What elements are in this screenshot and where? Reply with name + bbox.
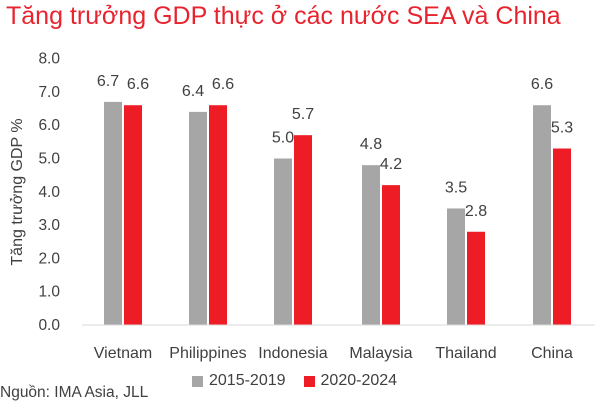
x-tick-label: Thailand bbox=[435, 345, 496, 362]
bar-value-label: 6.7 bbox=[97, 73, 119, 90]
bar-value-label: 4.8 bbox=[360, 136, 382, 153]
y-tick-label: 2.0 bbox=[38, 250, 60, 267]
legend-swatch-2020-2024 bbox=[303, 375, 315, 387]
bar-2015-2019-Indonesia bbox=[274, 158, 292, 325]
bar-value-label: 6.6 bbox=[212, 76, 234, 93]
bar-value-label: 6.4 bbox=[182, 83, 204, 100]
legend-item-2015-2019: 2015-2019 bbox=[192, 372, 286, 390]
source-note: Nguồn: IMA Asia, JLL bbox=[0, 384, 149, 401]
y-tick-label: 4.0 bbox=[38, 184, 60, 201]
y-tick-label: 7.0 bbox=[38, 84, 60, 101]
legend-swatch-2015-2019 bbox=[192, 375, 203, 387]
x-tick-label: Indonesia bbox=[258, 345, 327, 362]
legend: 2015-2019 2020-2024 bbox=[192, 372, 415, 390]
bar-value-label: 5.3 bbox=[551, 120, 573, 137]
legend-item-2020-2024: 2020-2024 bbox=[303, 372, 398, 390]
bar-value-label: 6.6 bbox=[531, 76, 553, 93]
y-axis-label: Tăng trưởng GDP % bbox=[9, 118, 26, 265]
bar-2015-2019-China bbox=[533, 105, 551, 325]
bar-value-label: 2.8 bbox=[465, 203, 487, 220]
y-axis-ticks: 0.0 1.0 2.0 3.0 4.0 5.0 6.0 7.0 8.0 bbox=[38, 51, 60, 334]
x-tick-label: Vietnam bbox=[94, 345, 152, 362]
bar-value-label: 4.2 bbox=[380, 156, 402, 173]
bar-value-label: 5.0 bbox=[272, 130, 294, 147]
y-tick-label: 5.0 bbox=[38, 151, 60, 168]
bar-2020-2024-Thailand bbox=[467, 231, 485, 325]
bar-2020-2024-Malaysia bbox=[382, 185, 400, 325]
bar-2015-2019-Malaysia bbox=[362, 165, 380, 325]
bar-2020-2024-Vietnam bbox=[124, 105, 142, 325]
legend-label-2015-2019: 2015-2019 bbox=[209, 372, 286, 389]
x-axis-ticks: Vietnam Philippines Indonesia Malaysia Thail… bbox=[94, 345, 573, 362]
chart-title: Tăng trưởng GDP thực ở các nước SEA và C… bbox=[6, 2, 561, 30]
y-tick-label: 3.0 bbox=[38, 217, 60, 234]
bar-value-label: 5.7 bbox=[292, 106, 314, 123]
x-tick-label: Malaysia bbox=[349, 345, 412, 362]
bar-2015-2019-Philippines bbox=[189, 111, 207, 325]
bar-2020-2024-Indonesia bbox=[294, 135, 312, 325]
bar-2020-2024-China bbox=[553, 148, 571, 325]
y-tick-label: 1.0 bbox=[38, 284, 60, 301]
bar-2020-2024-Philippines bbox=[209, 105, 227, 325]
bar-2015-2019-Thailand bbox=[447, 208, 465, 325]
bars bbox=[82, 101, 595, 326]
y-tick-label: 8.0 bbox=[38, 51, 60, 68]
x-tick-label: Philippines bbox=[169, 345, 246, 362]
bar-value-labels: 6.7 6.6 6.4 6.6 5.0 5.7 4.8 4.2 3.5 2.8 6.6 5.3 bbox=[97, 73, 573, 220]
bar-value-label: 6.6 bbox=[127, 76, 149, 93]
y-tick-label: 0.0 bbox=[38, 317, 60, 334]
x-tick-label: China bbox=[531, 345, 573, 362]
y-tick-label: 6.0 bbox=[38, 117, 60, 134]
bar-value-label: 3.5 bbox=[445, 179, 467, 196]
bar-2015-2019-Vietnam bbox=[104, 101, 122, 325]
legend-label-2020-2024: 2020-2024 bbox=[320, 372, 398, 389]
